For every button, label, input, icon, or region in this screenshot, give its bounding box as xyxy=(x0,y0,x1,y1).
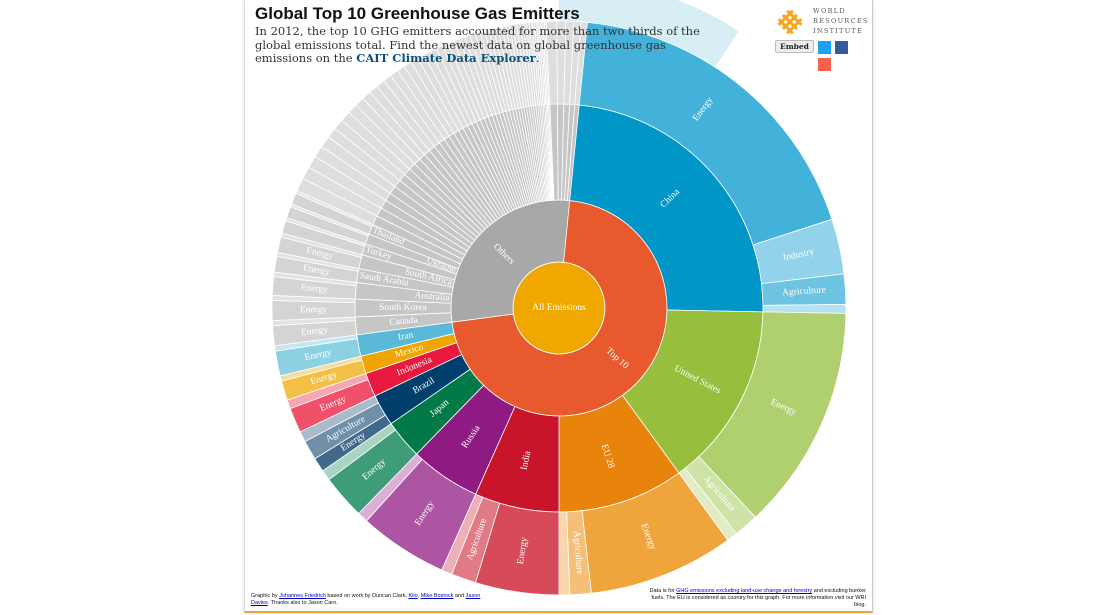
hover-highlight-wedge xyxy=(559,0,739,68)
sector-label: Energy xyxy=(300,305,328,315)
country-label: India xyxy=(519,449,533,471)
country-label: Australia xyxy=(414,291,450,304)
cait-link[interactable]: CAIT Climate Data Explorer xyxy=(356,51,536,65)
sector-label: Energy xyxy=(301,325,329,338)
data-definition-link[interactable]: GHG emissions excluding land-use change … xyxy=(676,588,813,594)
sector-label: Agriculture xyxy=(782,285,826,298)
sector-label: Energy xyxy=(300,283,328,295)
twitter-share-button[interactable] xyxy=(818,41,831,54)
credit-link-mike[interactable]: Mike Bostock xyxy=(420,593,454,599)
sector-label: Energy xyxy=(516,536,530,565)
sector-label: Agriculture xyxy=(571,531,584,575)
footer-credits: Graphic by Johannes Friedrich based on w… xyxy=(251,593,481,606)
wri-logo-text: WORLD RESOURCES INSTITUTE xyxy=(813,7,869,35)
facebook-share-button[interactable] xyxy=(835,41,848,54)
credit-link-kilo[interactable]: Kilo xyxy=(408,593,418,599)
sector-label: Energy xyxy=(302,263,331,277)
google-share-button[interactable] xyxy=(818,58,831,71)
sector-unlabeled[interactable] xyxy=(574,21,588,106)
footer-data-note: Data is for GHG emissions excluding land… xyxy=(649,588,866,608)
subtitle: In 2012, the top 10 GHG emitters account… xyxy=(255,24,725,66)
subtitle-text: In 2012, the top 10 GHG emitters account… xyxy=(255,24,700,65)
credit-link-jason[interactable]: Jason Davies xyxy=(251,593,481,606)
country-label: Canada xyxy=(389,315,419,328)
embed-button[interactable]: Embed xyxy=(775,40,814,53)
country-label: South Korea xyxy=(379,303,428,313)
embed-frame: All Emissions Top 10 China Energy Industry Ag… xyxy=(244,0,873,613)
page-title: Global Top 10 Greenhouse Gas Emitters xyxy=(255,4,580,23)
subtitle-end: . xyxy=(535,51,540,65)
wri-logo[interactable]: WORLD RESOURCES INSTITUTE xyxy=(773,5,869,39)
root-label: All Emissions xyxy=(532,303,586,313)
credit-link-johannes[interactable]: Johannes Friedrich xyxy=(279,593,326,599)
wri-logo-icon xyxy=(777,9,803,35)
country-label: Iran xyxy=(397,330,414,343)
